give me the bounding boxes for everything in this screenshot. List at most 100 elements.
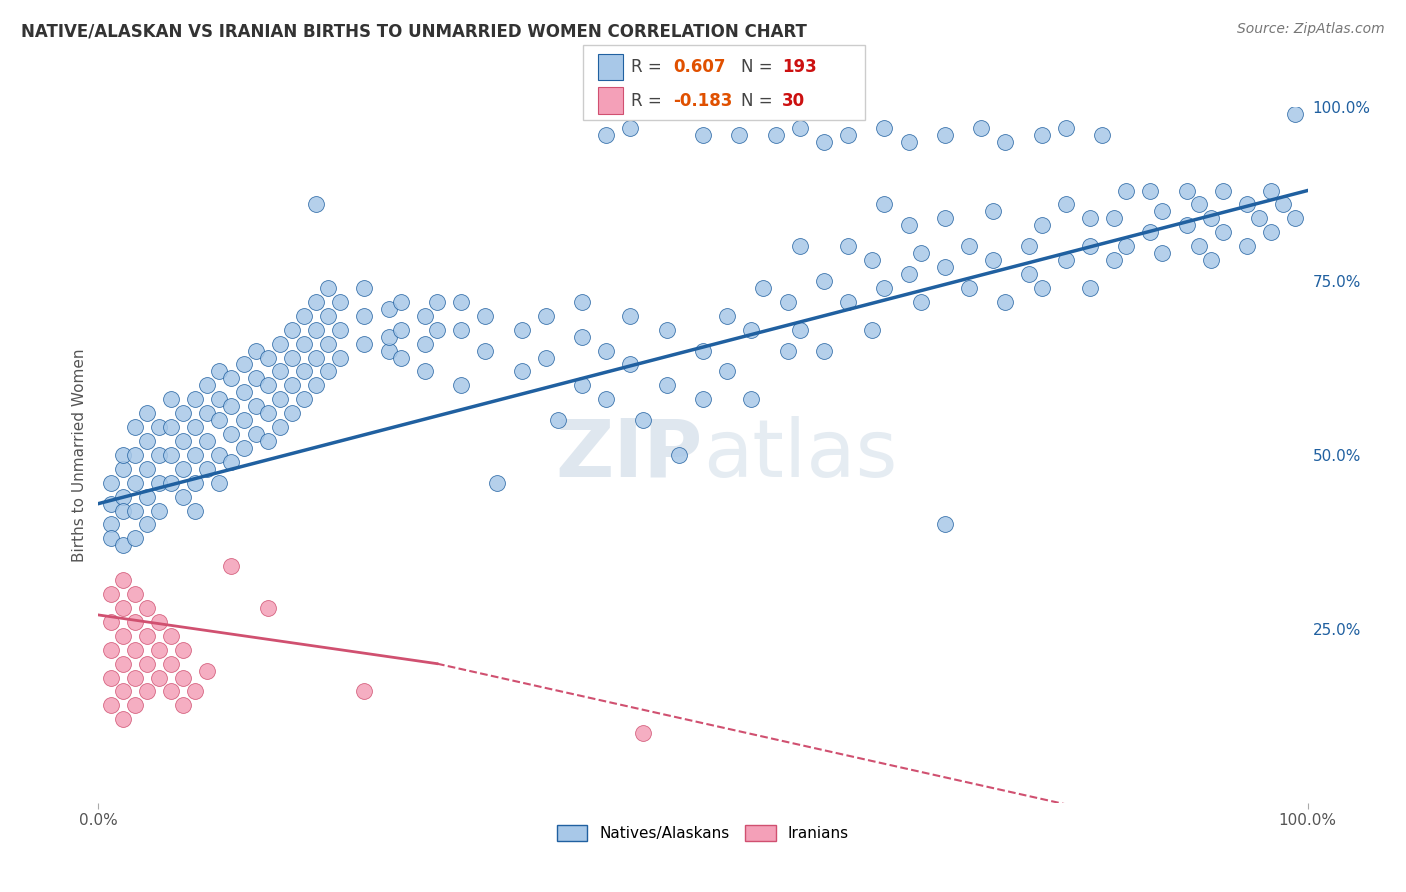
- Point: [316, 309, 339, 323]
- Point: [897, 135, 920, 149]
- Point: [124, 475, 146, 490]
- Point: [1212, 225, 1234, 239]
- Point: [111, 601, 134, 615]
- Point: [160, 475, 183, 490]
- Point: [571, 329, 593, 343]
- Point: [426, 294, 449, 309]
- Point: [655, 323, 678, 337]
- Point: [910, 294, 932, 309]
- Point: [148, 642, 170, 657]
- Point: [860, 323, 883, 337]
- Point: [1260, 184, 1282, 198]
- Point: [124, 448, 146, 462]
- Point: [208, 475, 231, 490]
- Point: [135, 601, 157, 615]
- Point: [1188, 239, 1211, 253]
- Point: [655, 378, 678, 392]
- Point: [510, 323, 533, 337]
- Point: [934, 260, 956, 274]
- Point: [111, 573, 134, 587]
- Point: [111, 684, 134, 698]
- Point: [184, 392, 207, 407]
- Point: [1152, 246, 1174, 260]
- Point: [740, 323, 762, 337]
- Point: [1139, 225, 1161, 239]
- Point: [124, 698, 146, 713]
- Point: [813, 135, 835, 149]
- Point: [195, 406, 218, 420]
- Point: [329, 294, 352, 309]
- Point: [389, 351, 412, 365]
- Point: [256, 406, 278, 420]
- Point: [245, 343, 267, 358]
- Point: [486, 475, 509, 490]
- Point: [100, 517, 122, 532]
- Point: [305, 378, 328, 392]
- Text: Source: ZipAtlas.com: Source: ZipAtlas.com: [1237, 22, 1385, 37]
- Point: [305, 351, 328, 365]
- Point: [292, 336, 315, 351]
- Point: [160, 657, 183, 671]
- Point: [776, 343, 799, 358]
- Point: [389, 323, 412, 337]
- Point: [1031, 128, 1053, 142]
- Point: [172, 698, 194, 713]
- Point: [752, 281, 775, 295]
- Point: [305, 294, 328, 309]
- Point: [1102, 253, 1125, 268]
- Point: [1031, 219, 1053, 233]
- Text: -0.183: -0.183: [673, 92, 733, 110]
- Point: [100, 532, 122, 546]
- Point: [716, 309, 738, 323]
- Point: [148, 420, 170, 434]
- Point: [124, 420, 146, 434]
- Point: [1284, 211, 1306, 226]
- Point: [377, 343, 399, 358]
- Point: [329, 351, 352, 365]
- Point: [208, 364, 231, 378]
- Point: [316, 364, 339, 378]
- Point: [184, 475, 207, 490]
- Point: [413, 336, 436, 351]
- Point: [269, 420, 291, 434]
- Point: [450, 294, 472, 309]
- Point: [994, 135, 1017, 149]
- Text: 0.607: 0.607: [673, 58, 725, 76]
- Point: [728, 128, 751, 142]
- Point: [111, 538, 134, 552]
- Point: [124, 615, 146, 629]
- Point: [413, 309, 436, 323]
- Point: [245, 427, 267, 442]
- Point: [221, 399, 243, 413]
- Point: [1236, 197, 1258, 211]
- Point: [135, 434, 157, 448]
- Point: [232, 413, 254, 427]
- Point: [100, 642, 122, 657]
- Point: [837, 128, 859, 142]
- Point: [160, 392, 183, 407]
- Point: [172, 671, 194, 685]
- Point: [1078, 211, 1101, 226]
- Point: [776, 294, 799, 309]
- Point: [100, 615, 122, 629]
- Point: [184, 420, 207, 434]
- Point: [269, 336, 291, 351]
- Point: [160, 448, 183, 462]
- Point: [1102, 211, 1125, 226]
- Point: [232, 385, 254, 400]
- Point: [1260, 225, 1282, 239]
- Point: [934, 128, 956, 142]
- Text: 30: 30: [782, 92, 804, 110]
- Point: [111, 490, 134, 504]
- Point: [135, 657, 157, 671]
- Point: [100, 497, 122, 511]
- Point: [172, 462, 194, 476]
- Point: [413, 364, 436, 378]
- Point: [377, 329, 399, 343]
- Point: [172, 434, 194, 448]
- Point: [124, 587, 146, 601]
- Point: [619, 309, 641, 323]
- Point: [474, 343, 496, 358]
- Point: [1249, 211, 1271, 226]
- Point: [1054, 253, 1077, 268]
